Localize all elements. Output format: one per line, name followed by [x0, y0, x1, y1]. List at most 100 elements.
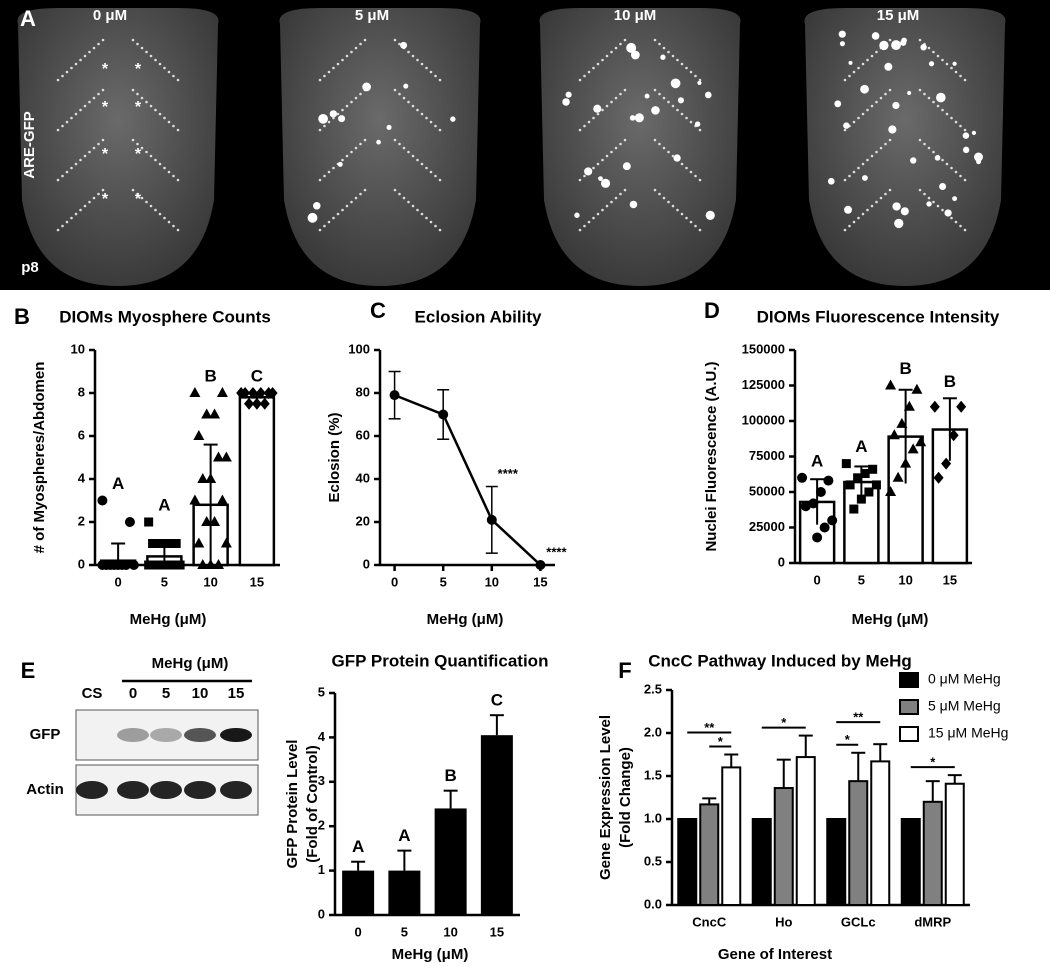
muscle-dot: [398, 92, 401, 96]
abdomen: [279, 8, 481, 286]
star-marker: *: [102, 61, 109, 78]
muscle-dot: [852, 170, 856, 174]
y-tick-label: 8: [78, 384, 85, 399]
muscle-dot: [61, 74, 64, 78]
muscle-dot: [623, 88, 627, 92]
muscle-dot: [614, 46, 618, 50]
muscle-dot: [416, 208, 419, 212]
myosphere: [934, 155, 941, 161]
x-tick-label: 5: [440, 574, 447, 589]
myosphere: [403, 83, 409, 89]
group-letter: A: [112, 474, 124, 493]
muscle-dot: [587, 120, 591, 124]
muscle-dot: [689, 70, 693, 74]
muscle-dot: [425, 66, 428, 70]
group-letter: C: [491, 691, 503, 710]
muscle-dot: [74, 62, 78, 66]
y-tick-label: 2.5: [644, 681, 662, 696]
muscle-dot: [167, 220, 171, 224]
muscle-dot: [438, 128, 442, 132]
panel-label: D: [704, 298, 720, 323]
muscle-dot: [936, 204, 940, 208]
muscle-dot: [407, 150, 410, 154]
group-letter: C: [251, 366, 263, 385]
muscle-dot: [65, 70, 69, 74]
data-point: [812, 532, 823, 543]
muscle-dot: [350, 100, 353, 104]
muscle-dot: [866, 108, 869, 112]
muscle-dot: [959, 124, 962, 128]
x-tick-label: 0: [391, 574, 398, 589]
muscle-dot: [79, 108, 82, 112]
muscle-dot: [74, 162, 78, 166]
muscle-dot: [88, 150, 91, 154]
bar: [388, 870, 421, 915]
data-point: [885, 379, 897, 390]
muscle-dot: [954, 120, 958, 124]
muscle-dot: [848, 74, 851, 78]
muscle-dot: [932, 100, 935, 104]
muscle-dot: [843, 128, 847, 132]
chart-title: DIOMs Fluorescence Intensity: [757, 307, 1000, 326]
data-point: [853, 473, 863, 483]
x-tick-label: Ho: [775, 914, 792, 929]
muscle-dot: [140, 46, 144, 50]
muscle-dot: [363, 188, 367, 192]
y-tick-label: 5: [318, 684, 325, 699]
data-point: [845, 480, 855, 490]
muscle-dot: [420, 162, 424, 166]
muscle-dot: [345, 154, 349, 158]
muscle-dot: [619, 142, 622, 146]
group-letter: A: [398, 826, 410, 845]
y-tick-label: 40: [356, 470, 370, 485]
data-point: [885, 486, 897, 496]
data-point: [907, 443, 919, 454]
muscle-dot: [97, 42, 100, 46]
muscle-dot: [145, 50, 148, 54]
muscle-dot: [425, 216, 428, 220]
muscle-dot: [610, 100, 613, 104]
band: [117, 728, 149, 742]
data-point: [201, 516, 213, 526]
myosphere: [838, 30, 846, 38]
data-point: [120, 560, 131, 570]
muscle-dot: [88, 50, 91, 54]
muscle-dot: [70, 66, 73, 70]
muscle-dot: [154, 108, 157, 112]
muscle-dot: [619, 42, 622, 46]
muscle-dot: [596, 212, 600, 216]
y-axis-label: Eclosion (%): [326, 412, 343, 502]
muscle-dot: [149, 104, 153, 108]
myosphere: [860, 84, 869, 94]
muscle-dot: [438, 78, 442, 82]
data-point: [97, 560, 108, 570]
fluorescence-images: [17, 8, 1006, 286]
y-axis-label: GFP Protein Level: [284, 740, 301, 869]
data-point: [148, 539, 158, 548]
data-point: [856, 494, 866, 504]
legend-label: 15 μM MeHg: [928, 725, 1008, 741]
muscle-dot: [65, 120, 69, 124]
muscle-dot: [945, 62, 949, 66]
muscle-dot: [354, 46, 358, 50]
muscle-dot: [596, 62, 600, 66]
myosphere: [400, 41, 408, 49]
muscle-dot: [698, 178, 702, 182]
y-tick-label: 0: [363, 556, 370, 571]
muscle-dot: [176, 228, 180, 232]
y-axis-label: Gene Expression Level: [597, 715, 614, 880]
myosphere: [827, 177, 835, 185]
myosphere: [926, 201, 932, 207]
muscle-dot: [327, 70, 331, 74]
muscle-dot: [411, 204, 415, 208]
muscle-dot: [136, 192, 139, 196]
y-tick-label: 1.5: [644, 767, 662, 782]
muscle-dot: [671, 54, 675, 58]
bar: [677, 818, 698, 906]
myosphere: [704, 91, 712, 99]
bar: [922, 800, 943, 906]
muscle-dot: [56, 228, 60, 232]
muscle-dot: [884, 142, 887, 146]
muscle-dot: [959, 224, 962, 228]
muscle-dot: [941, 158, 944, 162]
